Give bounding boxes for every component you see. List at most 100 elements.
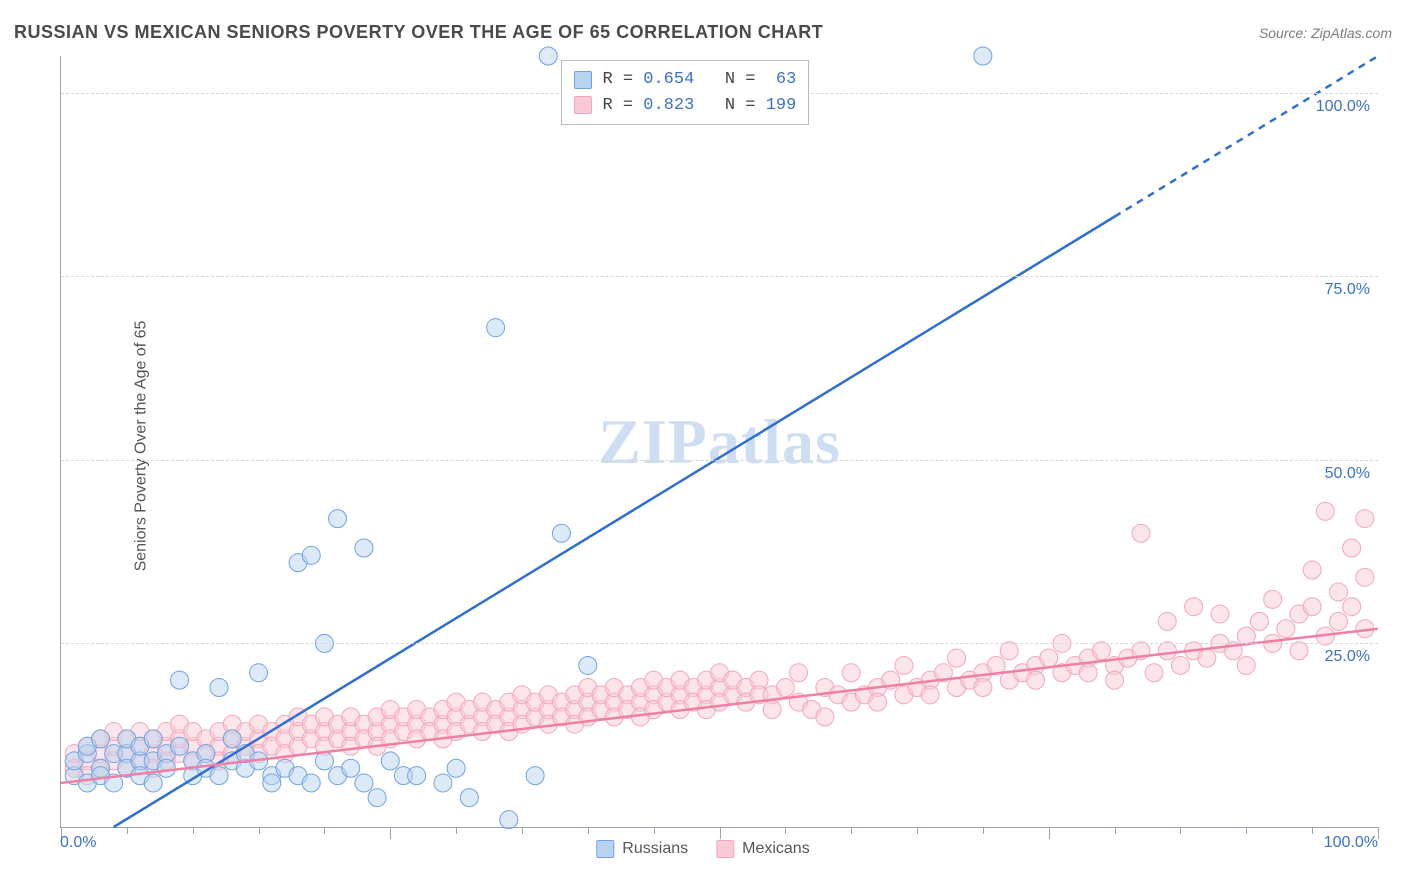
scatter-point bbox=[1132, 524, 1150, 542]
stats-r-value: 0.654 bbox=[643, 67, 694, 93]
scatter-point bbox=[263, 774, 281, 792]
scatter-point bbox=[1185, 598, 1203, 616]
scatter-point bbox=[974, 47, 992, 65]
scatter-point bbox=[250, 664, 268, 682]
stats-row: R = 0.823 N = 199 bbox=[574, 93, 796, 119]
scatter-point bbox=[157, 759, 175, 777]
scatter-point bbox=[315, 752, 333, 770]
legend-bottom: Russians Mexicans bbox=[596, 840, 809, 858]
x-tick bbox=[193, 827, 194, 834]
scatter-point bbox=[816, 708, 834, 726]
scatter-point bbox=[1356, 510, 1374, 528]
scatter-point bbox=[974, 678, 992, 696]
scatter-point bbox=[355, 774, 373, 792]
stats-n-value: 199 bbox=[766, 93, 797, 119]
y-tick-label: 50.0% bbox=[1325, 465, 1370, 483]
scatter-point bbox=[342, 759, 360, 777]
scatter-point bbox=[434, 774, 452, 792]
chart-root: RUSSIAN VS MEXICAN SENIORS POVERTY OVER … bbox=[0, 0, 1406, 892]
trend-line-dashed bbox=[1115, 56, 1378, 217]
scatter-point bbox=[171, 671, 189, 689]
stats-n-label: N = bbox=[694, 67, 765, 93]
scatter-point bbox=[1303, 561, 1321, 579]
gridline bbox=[61, 643, 1378, 644]
legend-label: Mexicans bbox=[742, 840, 810, 858]
plot-svg bbox=[61, 56, 1378, 827]
x-tick bbox=[456, 827, 457, 834]
scatter-point bbox=[763, 701, 781, 719]
scatter-point bbox=[842, 664, 860, 682]
x-tick bbox=[851, 827, 852, 834]
x-tick bbox=[1246, 827, 1247, 834]
x-tick bbox=[1115, 827, 1116, 834]
scatter-point bbox=[144, 774, 162, 792]
legend-label: Russians bbox=[622, 840, 688, 858]
stats-box: R = 0.654 N = 63R = 0.823 N = 199 bbox=[561, 60, 809, 125]
scatter-point bbox=[487, 319, 505, 337]
stats-n-label: N = bbox=[694, 93, 765, 119]
scatter-point bbox=[1145, 664, 1163, 682]
scatter-point bbox=[1237, 656, 1255, 674]
stats-r-label: R = bbox=[602, 67, 643, 93]
x-tick bbox=[127, 827, 128, 834]
scatter-point bbox=[92, 730, 110, 748]
scatter-point bbox=[552, 524, 570, 542]
scatter-point bbox=[210, 767, 228, 785]
x-tick bbox=[522, 827, 523, 834]
y-tick-label: 75.0% bbox=[1325, 281, 1370, 299]
scatter-point bbox=[210, 678, 228, 696]
scatter-point bbox=[1211, 605, 1229, 623]
title-bar: RUSSIAN VS MEXICAN SENIORS POVERTY OVER … bbox=[14, 22, 1392, 43]
swatch-icon bbox=[596, 840, 614, 858]
x-tick bbox=[1312, 827, 1313, 834]
trend-line bbox=[114, 217, 1115, 827]
swatch-icon bbox=[716, 840, 734, 858]
scatter-point bbox=[500, 811, 518, 829]
scatter-point bbox=[355, 539, 373, 557]
scatter-point bbox=[869, 693, 887, 711]
x-tick bbox=[983, 827, 984, 834]
scatter-point bbox=[171, 737, 189, 755]
scatter-point bbox=[1329, 612, 1347, 630]
x-max-label: 100.0% bbox=[1324, 834, 1378, 852]
scatter-point bbox=[1079, 664, 1097, 682]
scatter-point bbox=[1106, 671, 1124, 689]
scatter-point bbox=[1343, 598, 1361, 616]
y-tick-label: 100.0% bbox=[1316, 98, 1370, 116]
scatter-point bbox=[1158, 642, 1176, 660]
scatter-point bbox=[579, 656, 597, 674]
scatter-point bbox=[1000, 642, 1018, 660]
scatter-point bbox=[1171, 656, 1189, 674]
scatter-point bbox=[302, 774, 320, 792]
x-tick bbox=[654, 827, 655, 834]
scatter-point bbox=[1264, 590, 1282, 608]
scatter-point bbox=[1329, 583, 1347, 601]
scatter-point bbox=[790, 664, 808, 682]
scatter-point bbox=[1303, 598, 1321, 616]
swatch-icon bbox=[574, 96, 592, 114]
scatter-point bbox=[1356, 568, 1374, 586]
scatter-point bbox=[776, 678, 794, 696]
stats-row: R = 0.654 N = 63 bbox=[574, 67, 796, 93]
scatter-point bbox=[1158, 612, 1176, 630]
legend-item: Russians bbox=[596, 840, 688, 858]
scatter-point bbox=[1092, 642, 1110, 660]
scatter-point bbox=[381, 752, 399, 770]
chart-title: RUSSIAN VS MEXICAN SENIORS POVERTY OVER … bbox=[14, 22, 823, 43]
trend-line bbox=[61, 629, 1378, 783]
x-tick bbox=[785, 827, 786, 834]
x-tick bbox=[1180, 827, 1181, 834]
scatter-point bbox=[1250, 612, 1268, 630]
scatter-point bbox=[144, 730, 162, 748]
scatter-point bbox=[895, 656, 913, 674]
scatter-point bbox=[1277, 620, 1295, 638]
scatter-point bbox=[408, 767, 426, 785]
gridline bbox=[61, 460, 1378, 461]
scatter-point bbox=[526, 767, 544, 785]
scatter-point bbox=[368, 789, 386, 807]
scatter-point bbox=[1343, 539, 1361, 557]
stats-n-value: 63 bbox=[766, 67, 797, 93]
gridline bbox=[61, 276, 1378, 277]
x-tick bbox=[324, 827, 325, 834]
scatter-point bbox=[460, 789, 478, 807]
